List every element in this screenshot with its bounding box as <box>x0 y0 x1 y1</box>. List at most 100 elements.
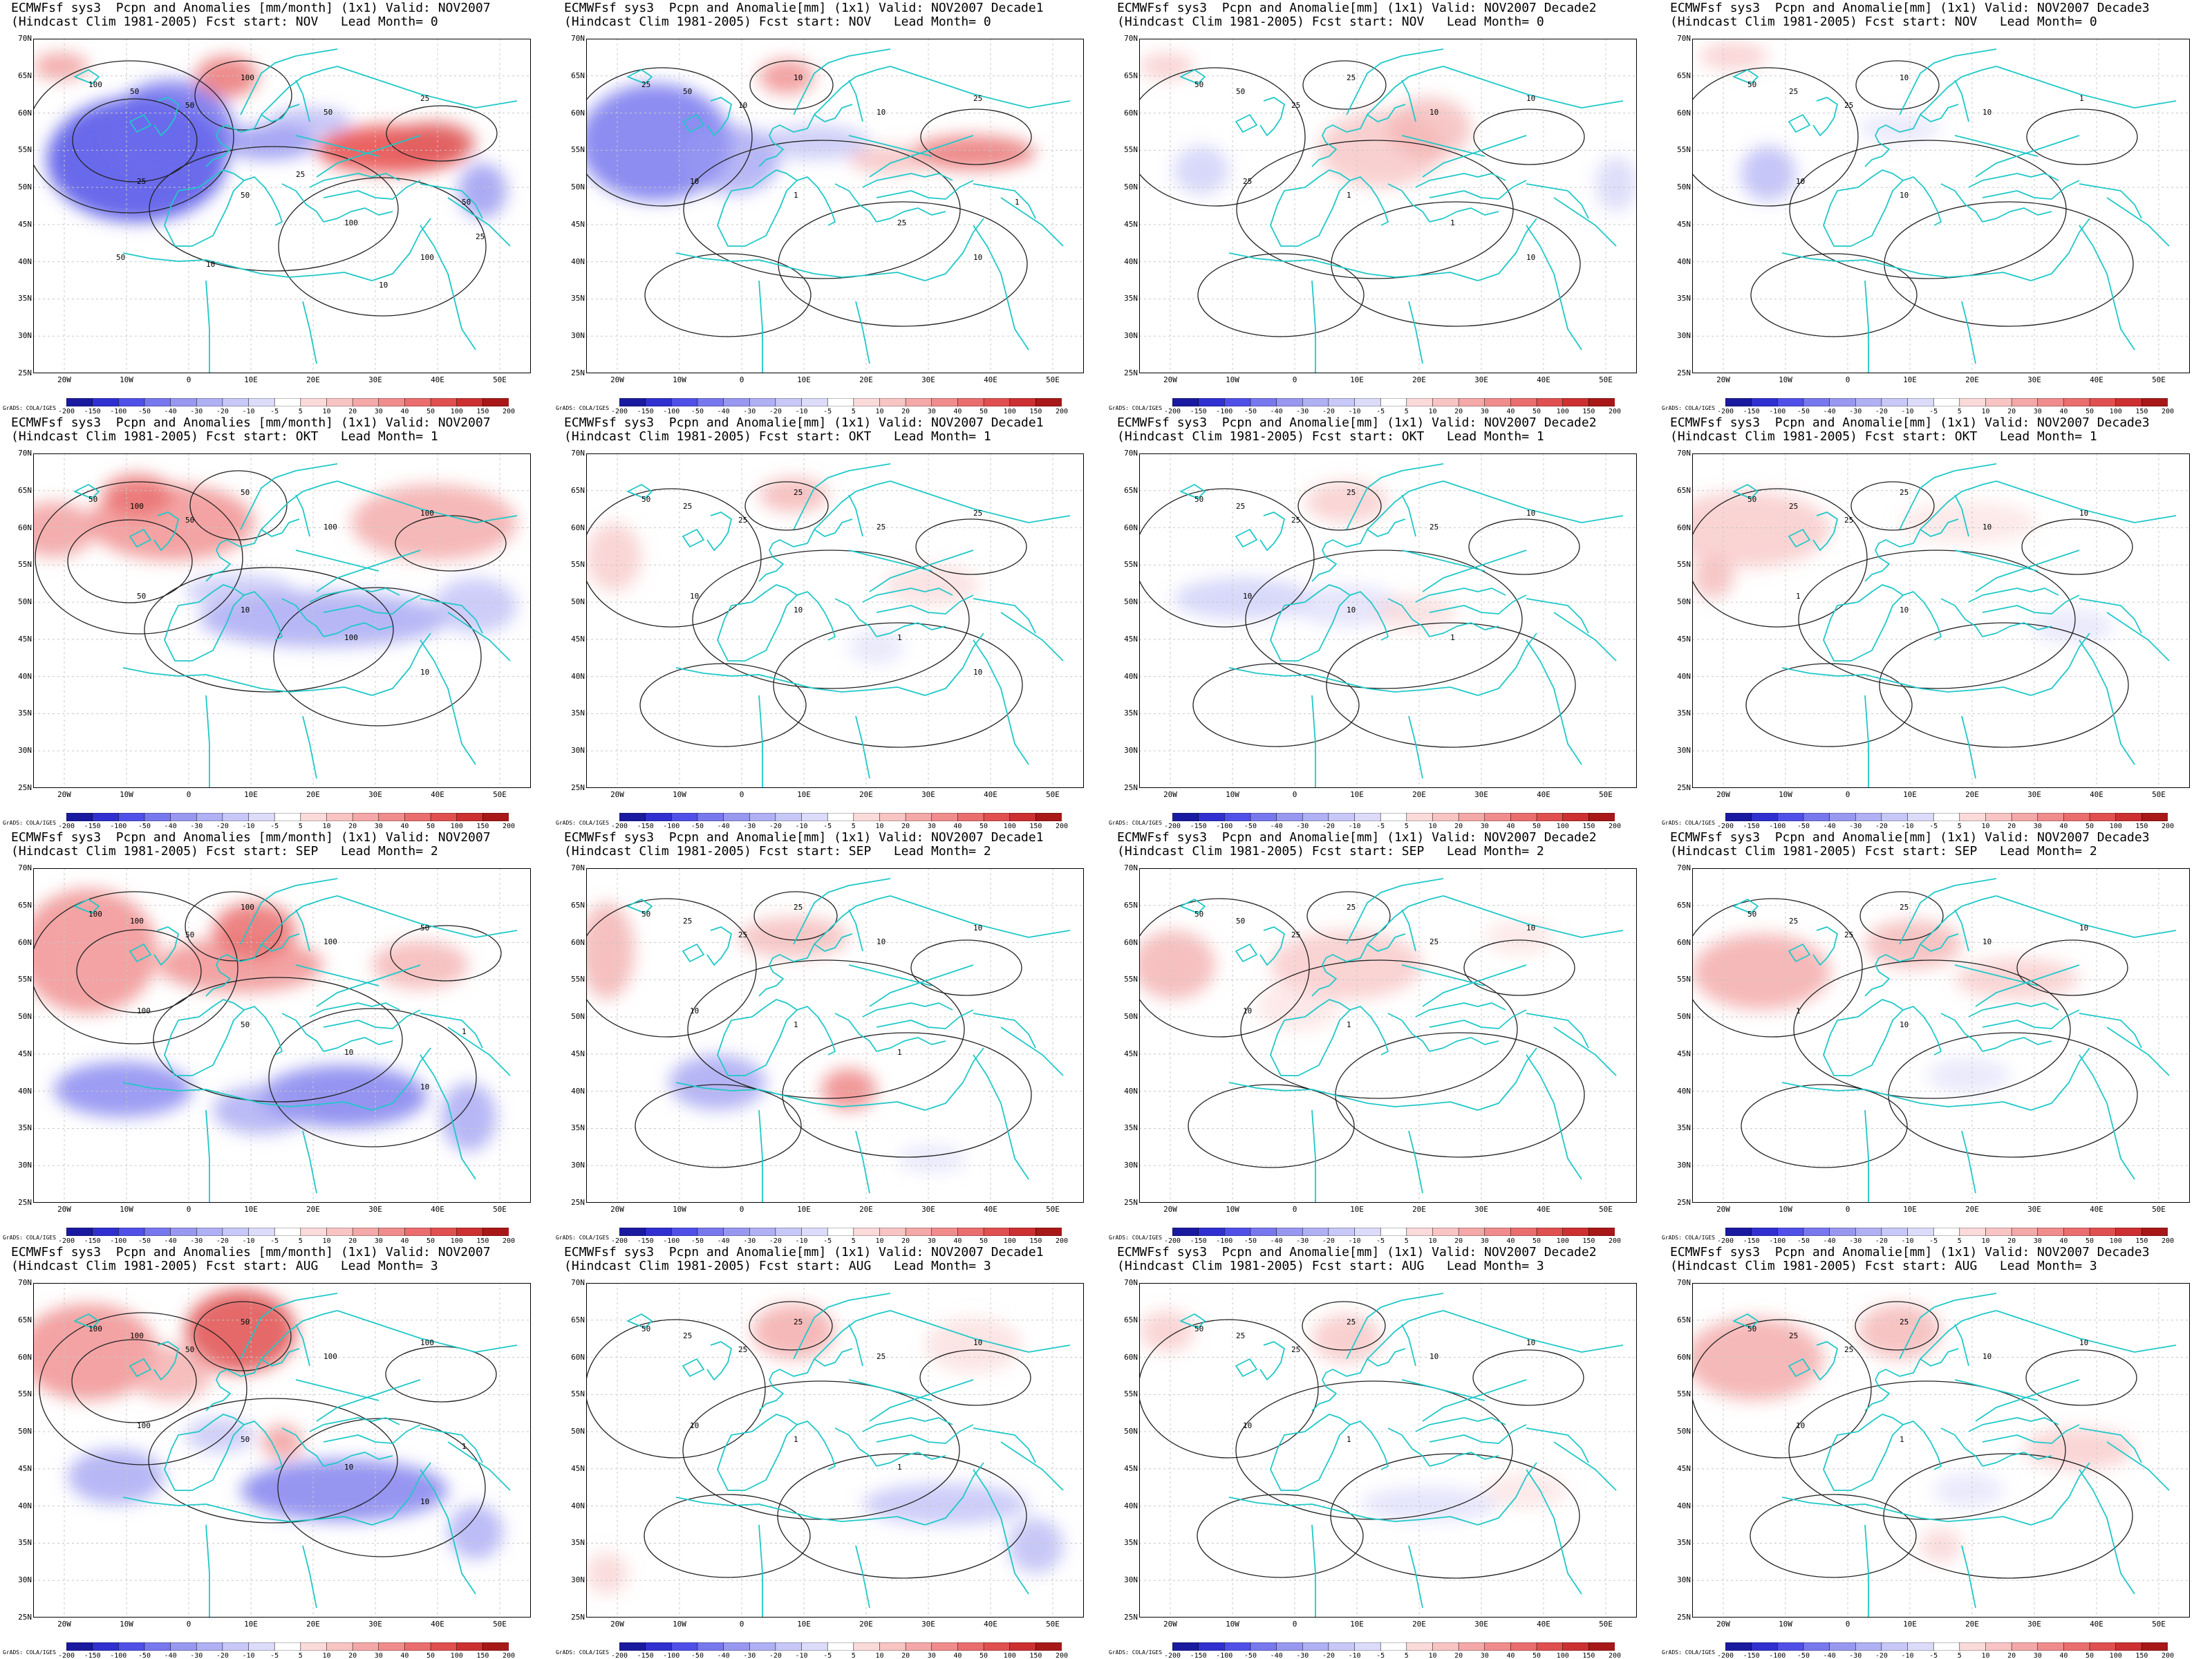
colorbar-segment <box>1777 813 1804 821</box>
coastline-segment <box>1415 1002 1506 1018</box>
lon-tick-label: 30E <box>368 790 382 799</box>
lon-tick-label: 20W <box>610 375 624 384</box>
contour-label: 100 <box>241 73 254 82</box>
coastline-segment <box>1311 695 1316 788</box>
coastline-segment <box>1387 183 1430 223</box>
colorbar-tick-label: 5 <box>1404 1237 1409 1244</box>
lat-tick-label: 40N <box>18 671 32 681</box>
colorbar-tick-label: -20 <box>216 1652 229 1659</box>
colorbar-tick-label: 50 <box>1533 823 1541 830</box>
coastline-segment <box>758 480 891 582</box>
colorbar-segment <box>196 1642 223 1651</box>
contour-label: 10 <box>690 592 699 601</box>
colorbar-segment <box>801 1642 828 1651</box>
lon-tick-label: 10W <box>1779 1205 1792 1214</box>
lat-tick-label: 45N <box>18 1463 32 1473</box>
climatology-contour <box>76 929 202 1013</box>
colorbar-tick-label: 5 <box>1957 1652 1962 1659</box>
lat-tick-label: 70N <box>1124 449 1138 458</box>
anomaly-area <box>158 937 324 993</box>
contour-label: 100 <box>88 910 102 919</box>
lon-tick-label: 50E <box>1046 375 1060 384</box>
coastline-segment <box>1920 1348 1959 1367</box>
colorbar-segment <box>1933 1642 1960 1651</box>
lon-tick-label: 10W <box>1226 375 1239 384</box>
coastline-segment <box>316 1379 421 1422</box>
contour-label: 10 <box>690 1006 699 1015</box>
coastline-segment <box>1443 895 1624 938</box>
colorbar-segment <box>1562 1228 1590 1236</box>
lon-tick-label: 50E <box>493 1205 507 1214</box>
lat-tick-label: 30N <box>18 331 32 341</box>
contour-label: 50 <box>1194 80 1203 89</box>
coastline-segment <box>890 895 1071 938</box>
colorbar-segment <box>697 1642 724 1651</box>
colorbar-segment <box>1406 1228 1434 1236</box>
coastline-segment <box>876 1009 974 1029</box>
coastline-segment <box>1000 1441 1064 1491</box>
coastline-segment <box>758 280 763 373</box>
colorbar-tick-label: 150 <box>1582 1237 1595 1244</box>
anomaly-area <box>1858 115 1941 142</box>
colorbar <box>619 813 1062 821</box>
coastline-segment <box>890 480 1071 523</box>
anomaly-area <box>185 1418 254 1452</box>
colorbar-tick-label: -20 <box>769 823 782 830</box>
colorbar-tick-label: 20 <box>901 1652 910 1659</box>
colorbar-segment <box>827 398 854 406</box>
colorbar-segment <box>1829 813 1856 821</box>
coastline-segment <box>924 1047 984 1111</box>
colorbar-segment <box>2011 1228 2038 1236</box>
coastline-segment <box>1864 1109 1869 1203</box>
contour-label: 10 <box>1526 924 1535 932</box>
lat-tick-label: 65N <box>571 900 585 910</box>
panel-title-line2: (Hindcast Clim 1981-2005) Fcst start: OK… <box>11 429 438 444</box>
coastline-segment <box>1228 667 1479 696</box>
lat-tick-label: 65N <box>18 485 32 495</box>
lon-tick-label: 40E <box>984 375 997 384</box>
colorbar-segment <box>352 813 379 821</box>
coastline-segment <box>323 207 393 223</box>
climatology-contour <box>35 481 243 635</box>
lon-tick-label: 30E <box>1474 375 1488 384</box>
lat-tick-label: 40N <box>571 671 585 681</box>
contour-label: 10 <box>1526 94 1535 103</box>
colorbar-tick-label: -150 <box>1743 1652 1760 1659</box>
coastline-segment <box>240 1293 338 1360</box>
colorbar-tick-label: -40 <box>717 1652 730 1659</box>
lat-tick-label: 25N <box>1124 1198 1138 1207</box>
lon-tick-label: 10W <box>120 1620 133 1629</box>
contour-label: 1 <box>1450 633 1455 642</box>
colorbar-tick-label: -40 <box>717 1237 730 1244</box>
contour-label: 100 <box>420 509 434 518</box>
colorbar-tick-label: -100 <box>110 408 127 415</box>
lon-tick-label: 40E <box>1537 790 1550 799</box>
coastline-segment <box>876 622 946 637</box>
colorbar-tick-label: 30 <box>2033 1652 2042 1659</box>
coastline-segment <box>1920 518 1959 537</box>
colorbar-tick-label: -200 <box>610 1237 628 1244</box>
colorbar-tick-label: -150 <box>1743 823 1760 830</box>
coastline-segment <box>1401 135 1485 157</box>
coastline-segment <box>973 1427 1036 1463</box>
anomaly-area <box>1139 930 1215 1000</box>
colorbar-tick-label: -50 <box>1797 823 1810 830</box>
lon-tick-label: 0 <box>1292 375 1297 384</box>
colorbar-segment <box>1803 1228 1830 1236</box>
anomaly-area <box>1934 1473 2003 1508</box>
lon-tick-label: 20E <box>1412 1620 1426 1629</box>
colorbar-tick-label: -30 <box>190 1237 203 1244</box>
coastline-segment <box>261 1348 300 1367</box>
colorbar-tick-label: -40 <box>164 408 177 415</box>
colorbar-segment <box>1302 813 1329 821</box>
coastline-segment <box>281 1013 324 1052</box>
colorbar-segment <box>1250 1642 1277 1651</box>
colorbar-segment <box>1406 813 1434 821</box>
climatology-contour <box>1793 959 2071 1099</box>
colorbar-segment <box>1855 813 1882 821</box>
colorbar-segment <box>1751 1642 1779 1651</box>
coastline-segment <box>316 964 421 1007</box>
climatology-contour <box>639 663 807 747</box>
colorbar-tick-label: 5 <box>1957 1237 1962 1244</box>
